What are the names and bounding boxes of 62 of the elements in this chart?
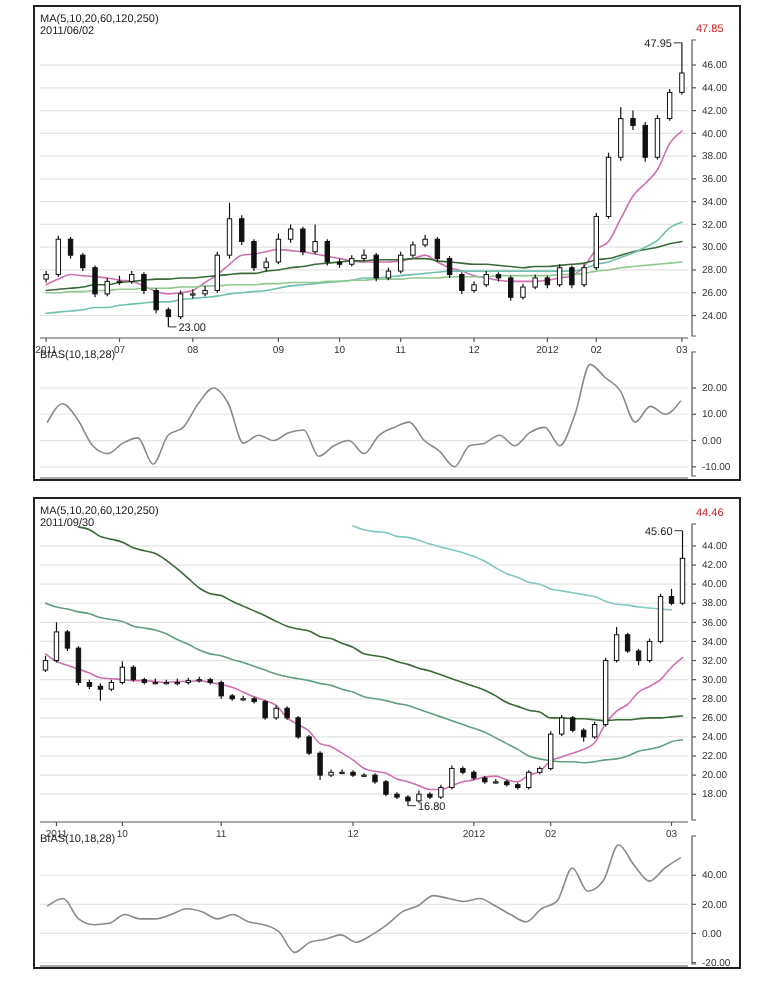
candlestick — [165, 306, 172, 328]
candlestick — [80, 252, 86, 272]
candlestick — [287, 223, 294, 244]
candlestick — [508, 275, 514, 302]
candlestick — [657, 593, 664, 644]
candlestick — [618, 106, 624, 162]
candlestick — [53, 621, 60, 664]
candlestick — [581, 263, 587, 288]
line-series — [45, 221, 683, 315]
candlestick — [646, 637, 653, 664]
candlestick — [339, 768, 345, 775]
candlestick — [295, 715, 301, 740]
candlestick — [177, 289, 184, 320]
candlestick — [526, 769, 532, 791]
candlestick — [569, 264, 575, 289]
line-series — [77, 526, 684, 722]
candlestick — [361, 248, 367, 262]
line-series — [45, 261, 683, 294]
candlestick — [67, 236, 74, 260]
candlestick — [153, 287, 159, 314]
candlestick — [226, 202, 233, 260]
candlestick — [119, 660, 126, 686]
candlestick — [434, 236, 441, 263]
line-series — [45, 130, 683, 295]
candlestick — [630, 109, 636, 131]
candlestick — [679, 530, 686, 606]
candlestick — [55, 235, 62, 278]
candlestick — [324, 238, 331, 267]
candlestick — [317, 750, 323, 781]
candlestick — [373, 252, 379, 282]
candlestick — [251, 238, 257, 272]
candlestick — [624, 632, 631, 654]
line-series — [45, 240, 683, 292]
candlestick — [214, 251, 220, 294]
candlestick — [449, 764, 455, 791]
candlestick — [141, 271, 147, 295]
candlestick — [666, 88, 673, 122]
candlestick — [239, 214, 245, 246]
candlestick — [312, 223, 318, 255]
candlestick — [275, 232, 282, 265]
candlestick — [218, 679, 224, 700]
candlestick — [300, 226, 306, 256]
line-series — [46, 363, 682, 468]
candlestick — [613, 626, 620, 664]
candlestick — [306, 734, 312, 756]
candlestick — [75, 645, 82, 686]
candlestick — [459, 271, 465, 295]
candlestick — [64, 629, 71, 652]
candlestick — [679, 42, 685, 96]
line-series — [46, 843, 682, 954]
line-series — [44, 602, 684, 764]
candlestick — [446, 255, 453, 279]
candlestick — [654, 114, 661, 161]
candlestick — [262, 699, 268, 721]
candlestick — [104, 277, 110, 297]
candlestick — [558, 714, 565, 737]
candlestick — [397, 251, 404, 274]
candlestick — [642, 121, 648, 163]
line-series — [352, 525, 673, 611]
candlestick — [548, 730, 554, 771]
candlestick — [92, 264, 98, 298]
candlestick — [556, 263, 563, 288]
